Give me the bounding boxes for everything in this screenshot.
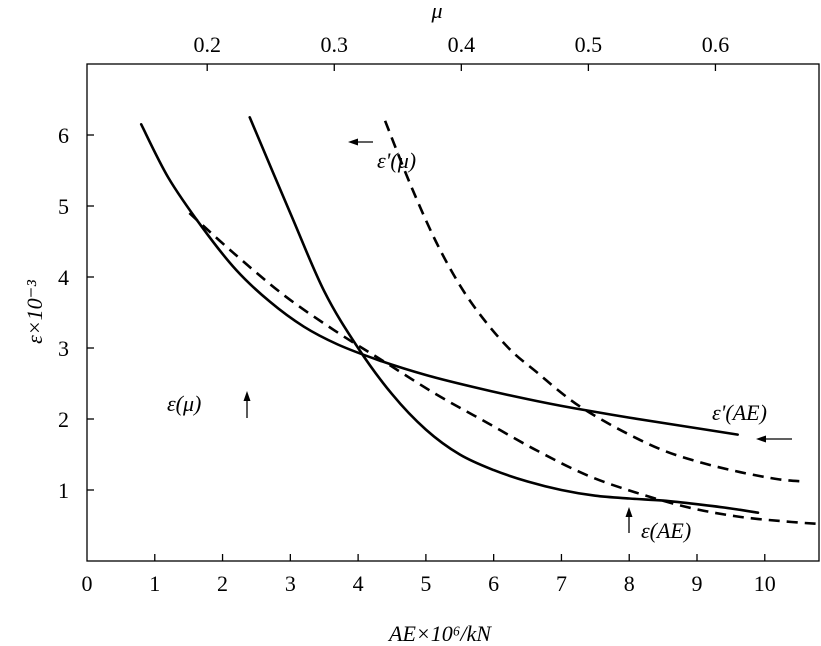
x-top-tick-label: 0.5 xyxy=(575,32,603,57)
series-curves xyxy=(139,116,821,526)
x-top-tick-label: 0.2 xyxy=(193,32,221,57)
x-top-tick-label: 0.6 xyxy=(702,32,730,57)
arrowhead-up-icon xyxy=(243,391,251,401)
x-bottom-axis-title: AE×10⁶/kN xyxy=(387,621,492,646)
series-label-ae: ε(AE) xyxy=(641,518,691,543)
x-bottom-tick-label: 7 xyxy=(556,571,567,596)
x-top-tick-label: 0.4 xyxy=(448,32,476,57)
x-top-tick-label: 0.3 xyxy=(321,32,349,57)
series-line-ae xyxy=(139,123,739,436)
plot-frame xyxy=(86,63,820,562)
y-tick-label: 6 xyxy=(58,123,69,148)
x-bottom-tick-label: 5 xyxy=(420,571,431,596)
x-bottom-tick-label: 3 xyxy=(285,571,296,596)
axis-ticks xyxy=(87,64,766,561)
y-tick-label: 1 xyxy=(58,478,69,503)
series-label-ae: ε'(AE) xyxy=(712,400,767,425)
y-axis-title: ε×10⁻³ xyxy=(22,280,47,344)
series-line-ae xyxy=(248,116,760,514)
x-bottom-tick-label: 0 xyxy=(82,571,93,596)
x-bottom-tick-label: 8 xyxy=(624,571,635,596)
series-annotations: ε(AE) ε'(AE) ε(μ) ε'(μ) xyxy=(167,138,792,543)
series-line-mu xyxy=(188,212,821,526)
tick-labels: 0 1 2 3 4 5 6 7 8 9 10 0.2 0.3 0.4 0.5 0.6 1 2 3 4 5 6 xyxy=(58,32,776,596)
x-top-axis-title: μ xyxy=(430,0,442,23)
x-bottom-tick-label: 6 xyxy=(488,571,499,596)
x-bottom-tick-label: 2 xyxy=(217,571,228,596)
y-tick-label: 5 xyxy=(58,194,69,219)
x-bottom-tick-label: 1 xyxy=(149,571,160,596)
series-label-mu: ε'(μ) xyxy=(377,148,416,173)
y-tick-label: 4 xyxy=(58,265,69,290)
x-bottom-tick-label: 4 xyxy=(353,571,364,596)
x-bottom-tick-label: 9 xyxy=(692,571,703,596)
arrowhead-left-icon xyxy=(348,138,358,146)
arrowhead-left-icon xyxy=(756,435,766,443)
x-bottom-tick-label: 10 xyxy=(754,571,776,596)
series-label-mu: ε(μ) xyxy=(167,391,201,416)
arrowhead-up-icon xyxy=(625,507,633,517)
y-tick-label: 3 xyxy=(58,336,69,361)
series-line-mu xyxy=(383,120,805,483)
y-tick-label: 2 xyxy=(58,407,69,432)
